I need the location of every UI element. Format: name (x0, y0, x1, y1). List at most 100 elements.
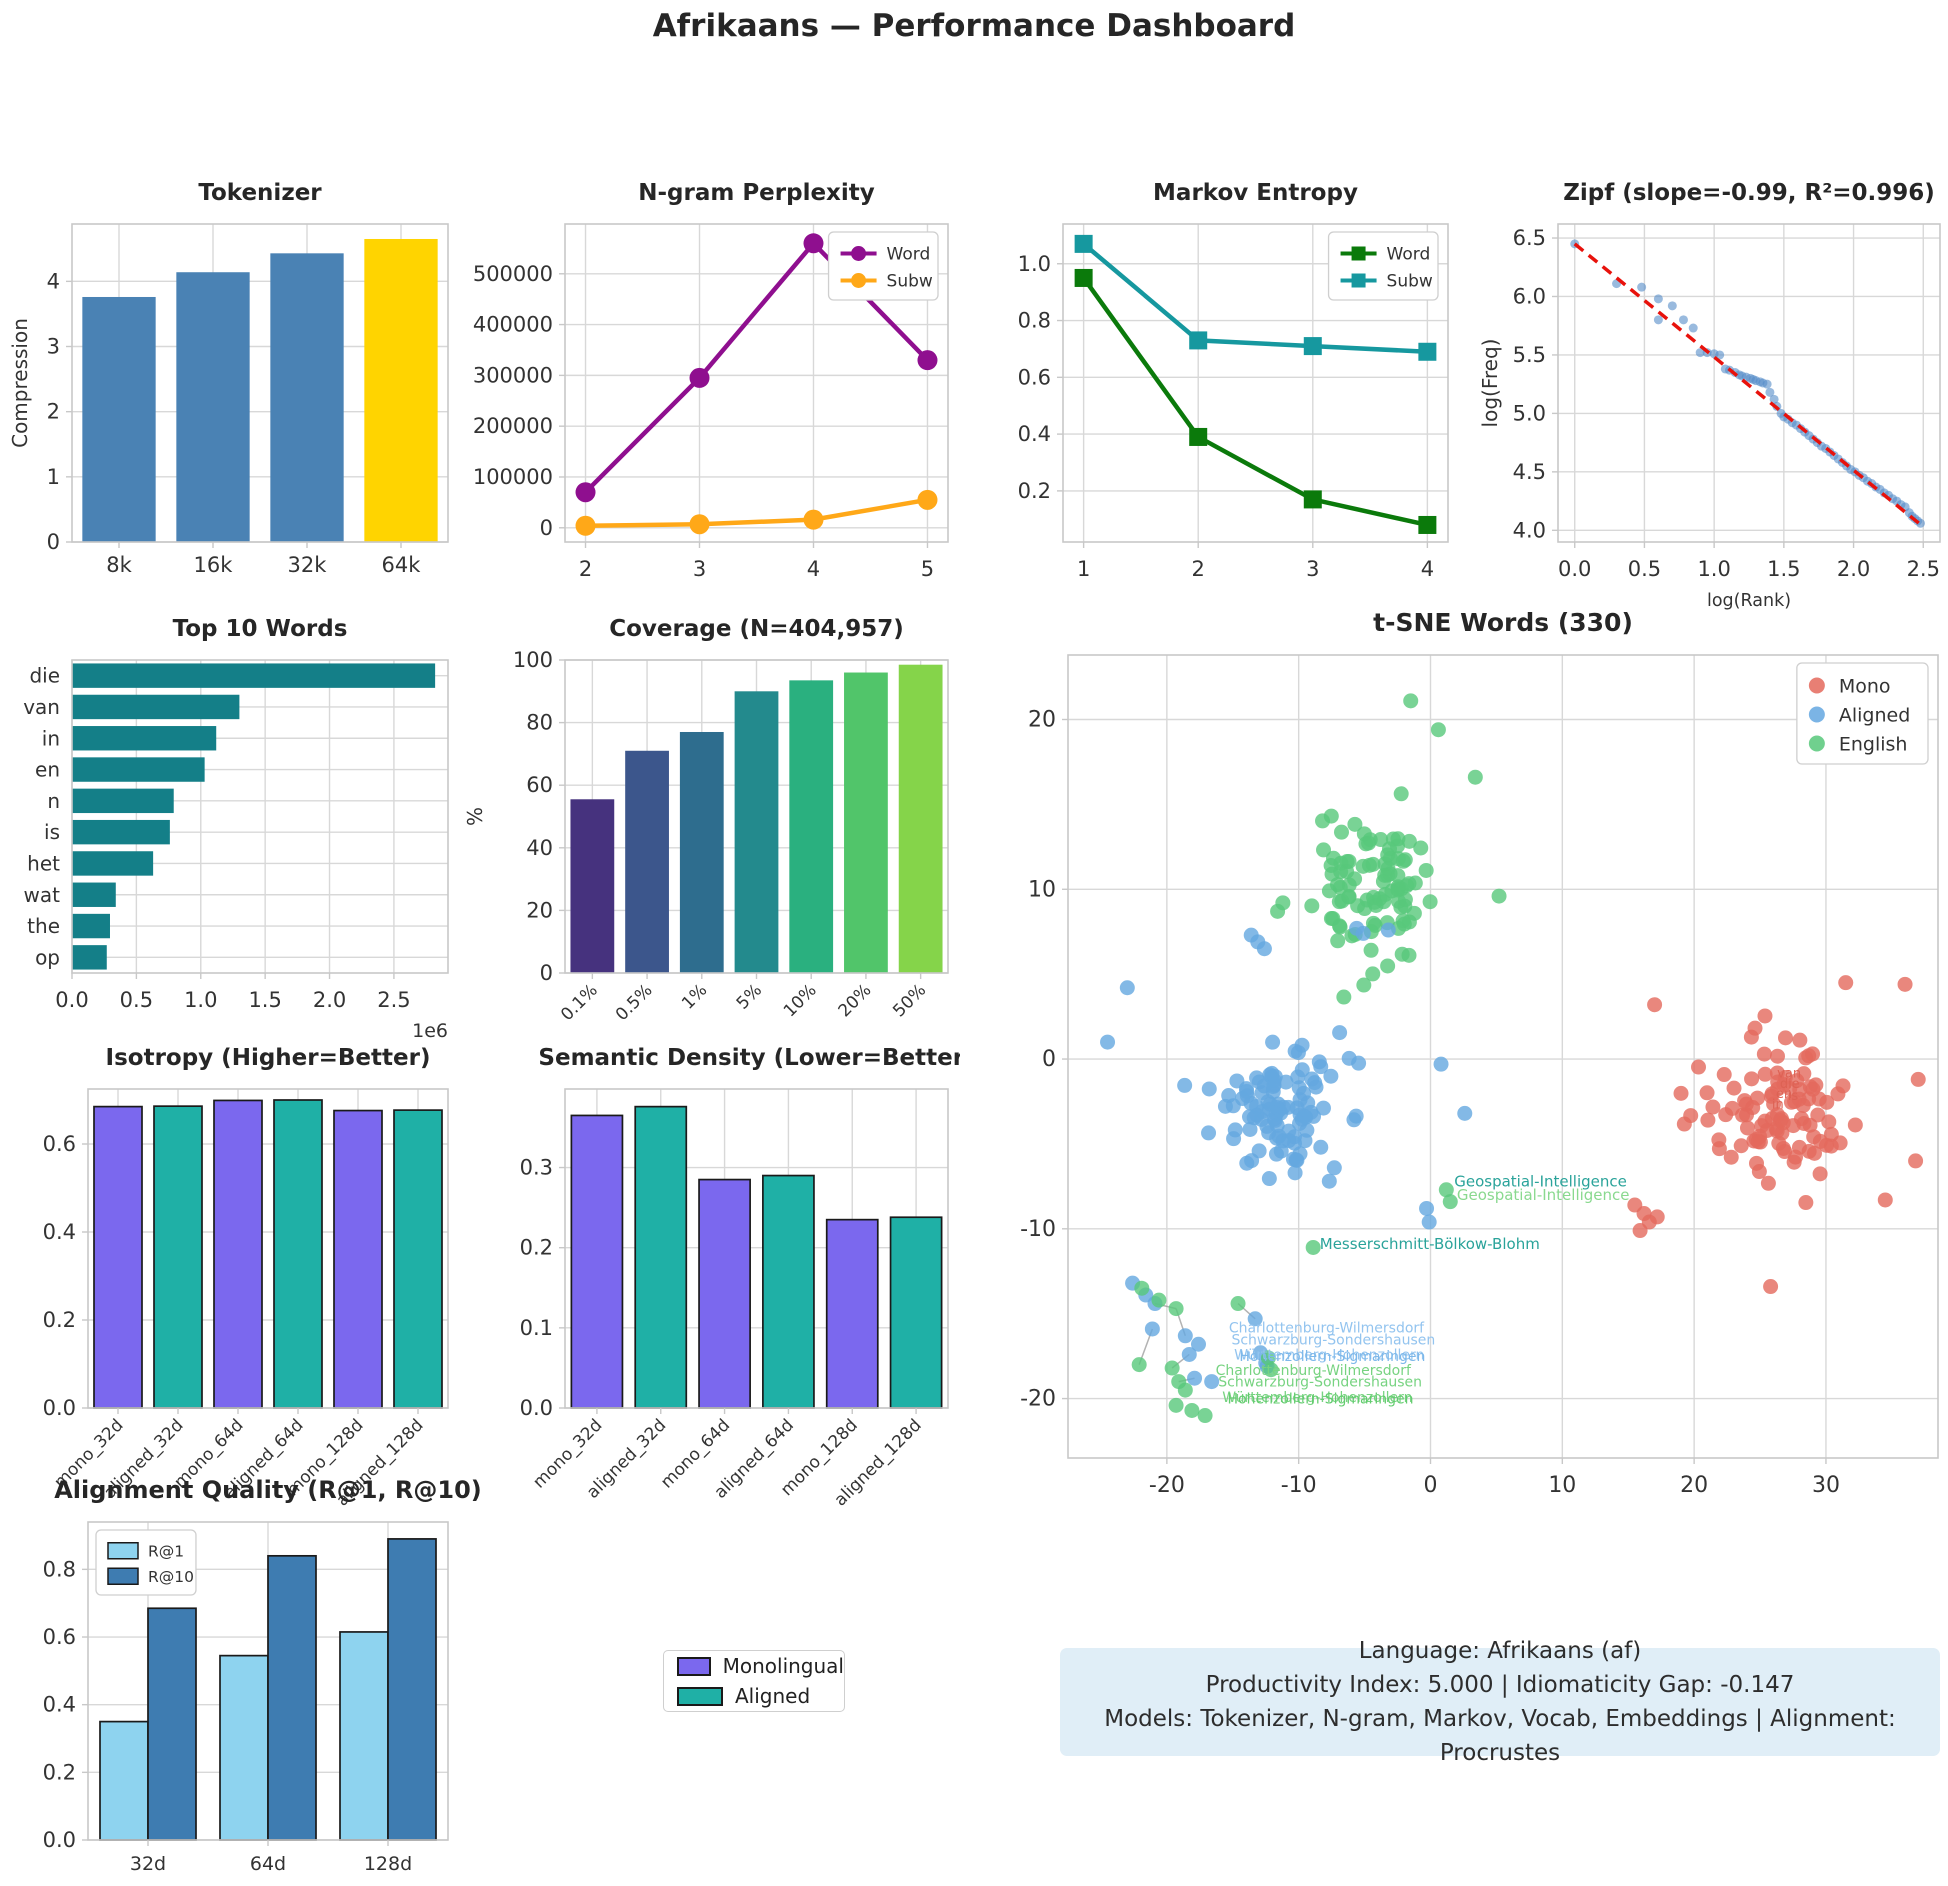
svg-text:5%: 5% (733, 980, 766, 1013)
tsne-chart: t-SNE Words (330) Geospatial-Intelligence… (1020, 608, 1939, 1498)
svg-text:Württemberg-Hohenzollern: Württemberg-Hohenzollern (1222, 1390, 1412, 1406)
svg-text:Zipf (slope=-0.99, R²=0.996): Zipf (slope=-0.99, R²=0.996) (1563, 180, 1935, 206)
svg-text:0.0: 0.0 (1558, 557, 1591, 581)
svg-text:Charlottenburg-Wilmersdorf: Charlottenburg-Wilmersdorf (1229, 1320, 1425, 1336)
svg-text:20: 20 (526, 898, 553, 922)
svg-text:Markov Entropy: Markov Entropy (1153, 180, 1358, 206)
svg-text:4.0: 4.0 (1513, 518, 1546, 542)
svg-text:0.5: 0.5 (120, 988, 153, 1012)
svg-text:Isotropy (Higher=Better): Isotropy (Higher=Better) (106, 1045, 431, 1071)
svg-text:100: 100 (513, 648, 553, 672)
svg-text:Word: Word (1387, 245, 1431, 265)
svg-text:6.5: 6.5 (1513, 226, 1546, 250)
svg-text:3: 3 (47, 335, 60, 359)
svg-text:en: en (1776, 1087, 1792, 1102)
svg-text:0.0: 0.0 (43, 1396, 76, 1420)
svg-text:0.6: 0.6 (43, 1132, 76, 1156)
svg-text:van: van (1777, 1067, 1801, 1082)
svg-text:1%: 1% (678, 980, 711, 1013)
svg-text:2: 2 (1192, 557, 1205, 581)
isotropy-chart: Isotropy (Higher=Better)0.00.20.40.6mono… (43, 1045, 449, 1510)
svg-text:Subw: Subw (1387, 272, 1433, 292)
svg-text:20%: 20% (835, 980, 876, 1021)
svg-text:0.8: 0.8 (1018, 309, 1051, 333)
svg-text:Mono: Mono (1839, 675, 1891, 697)
aligned-swatch (677, 1686, 723, 1706)
svg-text:50%: 50% (889, 980, 930, 1021)
svg-text:die: die (1780, 1077, 1800, 1092)
svg-text:2.0: 2.0 (313, 988, 346, 1012)
svg-text:32d: 32d (130, 1853, 166, 1875)
ngram-perplexity-chart: N-gram Perplexity 0 100000 200000 300000 4000… (473, 180, 949, 581)
svg-text:1e6: 1e6 (412, 1020, 448, 1042)
svg-text:40: 40 (526, 836, 553, 860)
svg-text:Württemberg-Hohenzollern: Württemberg-Hohenzollern (1234, 1348, 1424, 1364)
svg-text:10: 10 (1028, 877, 1056, 902)
alignment-quality-chart: Alignment Quality (R@1, R@10) 0.0 0.2 0.4 0.… (43, 1476, 480, 1875)
monolingual-label: Monolingual (722, 1654, 844, 1678)
svg-text:0: 0 (47, 530, 60, 554)
svg-text:0.0: 0.0 (520, 1396, 553, 1420)
svg-text:5: 5 (921, 557, 934, 581)
svg-text:en: en (35, 758, 60, 782)
svg-text:is: is (1788, 1089, 1799, 1104)
svg-text:R@1: R@1 (148, 1542, 184, 1560)
svg-text:4: 4 (47, 269, 60, 293)
svg-text:1: 1 (47, 465, 60, 489)
info-line-models: Models: Tokenizer, N-gram, Markov, Vocab… (1104, 1706, 1896, 1766)
svg-text:0.6: 0.6 (43, 1625, 76, 1649)
svg-text:1.0: 1.0 (1018, 252, 1051, 276)
svg-text:300000: 300000 (473, 363, 553, 387)
svg-text:64k: 64k (382, 553, 422, 577)
svg-text:Charlottenburg-Wilmersdorf: Charlottenburg-Wilmersdorf (1216, 1363, 1412, 1379)
svg-text:32k: 32k (288, 553, 328, 577)
svg-text:0.2: 0.2 (43, 1760, 76, 1784)
svg-text:0.0: 0.0 (55, 988, 88, 1012)
svg-text:0.4: 0.4 (43, 1220, 76, 1244)
svg-text:log(Rank): log(Rank) (1707, 591, 1791, 611)
coverage-chart: Coverage (N=404,957) 0 20 40 60 80 100 0.1% 0.5%… (463, 616, 949, 1025)
svg-text:N-gram Perplexity: N-gram Perplexity (638, 180, 875, 206)
svg-text:1: 1 (1077, 557, 1090, 581)
svg-text:0.1: 0.1 (520, 1316, 553, 1340)
svg-text:0.3: 0.3 (520, 1156, 553, 1180)
svg-text:8k: 8k (106, 553, 132, 577)
svg-text:30: 30 (1812, 1473, 1840, 1498)
svg-text:10: 10 (1548, 1473, 1576, 1498)
svg-text:500000: 500000 (473, 262, 553, 286)
svg-text:-10: -10 (1281, 1473, 1317, 1498)
svg-text:het: het (27, 851, 60, 875)
zipf-chart: Zipf (slope=-0.99, R²=0.996) 4.0 4.5 5.0 5.5… (1478, 180, 1941, 611)
svg-text:die: die (29, 664, 60, 688)
svg-text:0.2: 0.2 (1018, 479, 1051, 503)
svg-text:3: 3 (693, 557, 706, 581)
svg-text:0.2: 0.2 (520, 1236, 553, 1260)
svg-text:R@10: R@10 (148, 1568, 194, 1586)
svg-text:Top 10 Words: Top 10 Words (173, 616, 348, 642)
svg-text:0.6: 0.6 (1018, 365, 1051, 389)
svg-text:4.5: 4.5 (1513, 460, 1546, 484)
svg-text:n: n (47, 789, 60, 813)
svg-text:3: 3 (1306, 557, 1319, 581)
svg-text:is: is (44, 820, 60, 844)
svg-text:Geospatial-Intelligence: Geospatial-Intelligence (1454, 1172, 1627, 1190)
svg-text:0: 0 (540, 516, 553, 540)
svg-text:Geospatial-Intelligence: Geospatial-Intelligence (1457, 1186, 1630, 1204)
svg-text:2.5: 2.5 (1907, 557, 1940, 581)
svg-text:400000: 400000 (473, 313, 553, 337)
svg-text:%: % (463, 807, 487, 826)
svg-text:Compression: Compression (8, 318, 32, 448)
svg-text:1.5: 1.5 (1767, 557, 1800, 581)
svg-text:1.0: 1.0 (184, 988, 217, 1012)
tokenizer-chart: Tokenizer 0 1 2 3 4 8k 16k 32k 64k Compression (8, 180, 449, 577)
svg-text:20: 20 (1680, 1473, 1708, 1498)
svg-text:6.0: 6.0 (1513, 284, 1546, 308)
svg-text:Tokenizer: Tokenizer (198, 180, 322, 206)
svg-text:0.8: 0.8 (43, 1557, 76, 1581)
svg-text:t-SNE Words (330): t-SNE Words (330) (1373, 608, 1633, 637)
svg-text:5.0: 5.0 (1513, 401, 1546, 425)
svg-text:Alignment Quality (R@1, R@10): Alignment Quality (R@1, R@10) (54, 1476, 480, 1504)
svg-text:4: 4 (807, 557, 820, 581)
svg-text:-20: -20 (1020, 1387, 1056, 1412)
svg-text:5.5: 5.5 (1513, 343, 1546, 367)
